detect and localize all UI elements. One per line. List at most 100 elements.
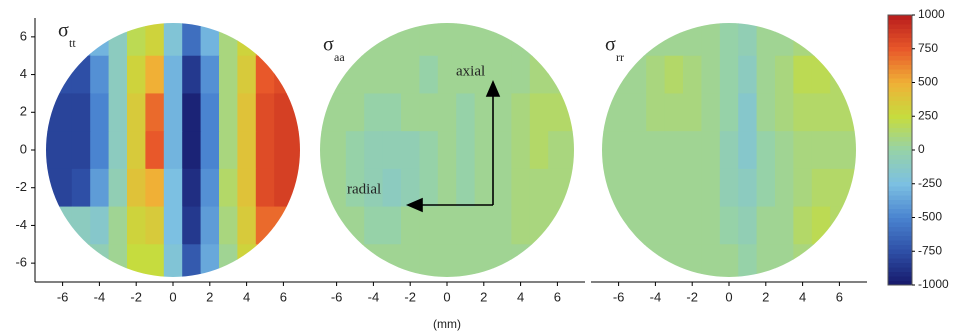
cell (548, 206, 574, 245)
cell (345, 23, 365, 57)
colorbar-step (888, 136, 912, 142)
colorbar-step (888, 267, 912, 272)
cell (274, 131, 300, 170)
colorbar-step (888, 19, 912, 25)
cell (145, 55, 165, 95)
cell (237, 55, 257, 95)
cell (683, 93, 702, 132)
colorbar-step (888, 73, 912, 79)
cell (811, 131, 831, 170)
x-tick-label: -2 (404, 289, 416, 304)
cell (237, 206, 257, 245)
cell (255, 131, 275, 170)
cell (163, 206, 183, 245)
colorbar-step (888, 100, 912, 106)
contour-field (320, 23, 574, 277)
cell (419, 55, 439, 95)
x-tick-label: 6 (554, 289, 561, 304)
cell (456, 168, 476, 208)
cell (701, 23, 721, 57)
cell (145, 168, 165, 208)
cell (683, 131, 702, 170)
cell (756, 23, 776, 57)
cell (529, 131, 549, 170)
cell (548, 93, 574, 132)
cell (437, 55, 457, 95)
panel-title: σ (58, 20, 69, 42)
x-tick-label: -6 (613, 289, 625, 304)
colorbar-label: 750 (918, 41, 938, 55)
cell (602, 168, 629, 208)
cell (90, 55, 110, 95)
cell (108, 93, 128, 132)
cell (701, 93, 721, 132)
colorbar-label: -750 (918, 243, 942, 257)
cell (419, 23, 439, 57)
cell (219, 93, 238, 132)
cell (548, 131, 574, 170)
colorbar-step (888, 177, 912, 182)
colorbar-step (888, 258, 912, 263)
cell (811, 206, 831, 245)
cell (756, 206, 776, 245)
cell (775, 93, 794, 132)
cell (108, 206, 128, 245)
cell (127, 23, 146, 57)
colorbar-step (888, 235, 912, 241)
cell (108, 55, 128, 95)
y-tick-label: 2 (20, 104, 27, 119)
cell (456, 206, 476, 245)
x-tick-label: 6 (836, 289, 843, 304)
colorbar-step (888, 154, 912, 160)
cell (456, 244, 476, 277)
x-tick-label: 4 (243, 289, 250, 304)
colorbar-step (888, 208, 912, 214)
cell (200, 23, 220, 57)
cell (701, 168, 721, 208)
colorbar-step (888, 51, 912, 56)
colorbar-label: 500 (918, 75, 938, 89)
cell (811, 168, 831, 208)
cell (320, 206, 347, 245)
colorbar-step (888, 222, 912, 227)
cell (200, 244, 220, 277)
colorbar-step (888, 190, 912, 196)
cell (182, 23, 202, 57)
cell (738, 168, 758, 208)
cell (664, 131, 684, 170)
cell (364, 168, 384, 208)
cell (219, 23, 238, 57)
cell (627, 131, 647, 170)
cell (646, 131, 666, 170)
cell (456, 131, 476, 170)
cell (529, 168, 549, 208)
cell (437, 93, 457, 132)
cell (683, 168, 702, 208)
colorbar-label: -500 (918, 210, 942, 224)
cell (127, 206, 146, 245)
cell (793, 131, 813, 170)
cell (664, 23, 684, 57)
colorbar-label: 0 (918, 142, 925, 156)
cell (437, 168, 457, 208)
cell (364, 93, 384, 132)
cell (719, 23, 739, 57)
cell (127, 168, 146, 208)
cell (664, 168, 684, 208)
cell (163, 131, 183, 170)
cell (602, 93, 629, 132)
cell (255, 23, 275, 57)
cell (401, 55, 420, 95)
colorbar-step (888, 118, 912, 124)
colorbar-step (888, 181, 912, 187)
panel-title-sub: aa (334, 50, 345, 64)
cell (46, 93, 73, 132)
cell (255, 206, 275, 245)
cell (274, 206, 300, 245)
cell (627, 93, 647, 132)
cell (320, 168, 347, 208)
cell (364, 206, 384, 245)
cell (793, 206, 813, 245)
x-tick-label: -4 (94, 289, 106, 304)
